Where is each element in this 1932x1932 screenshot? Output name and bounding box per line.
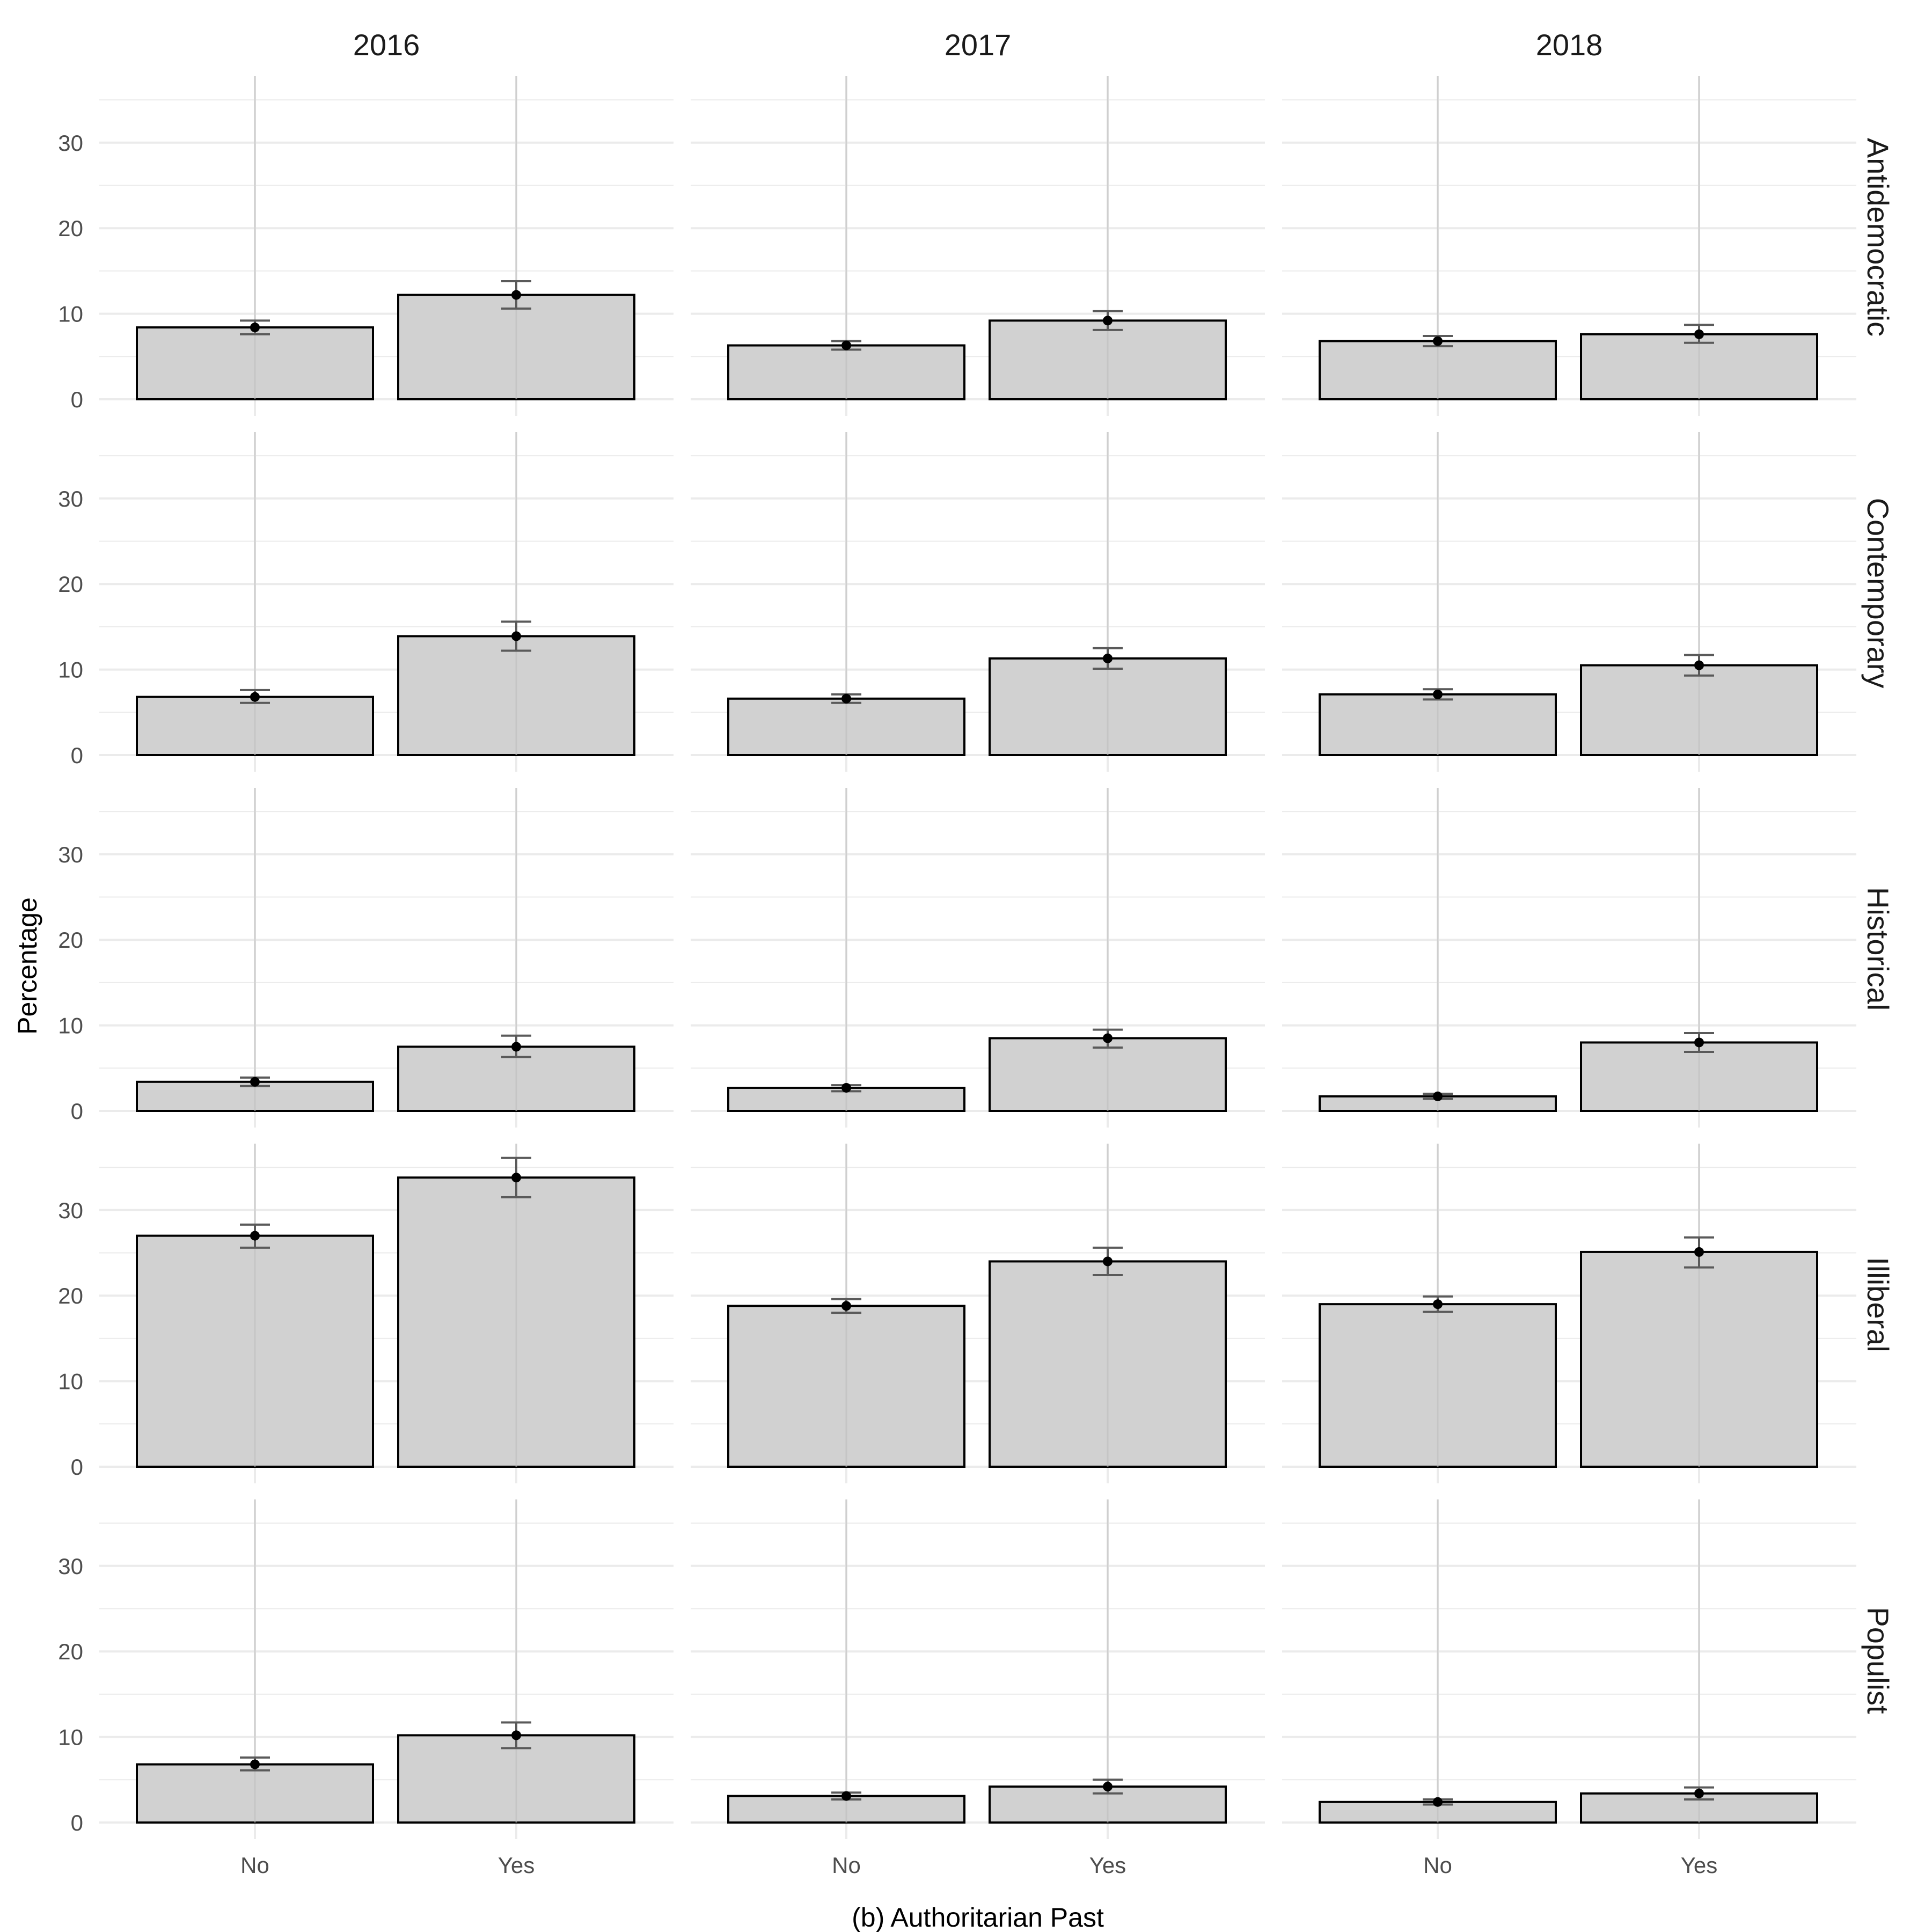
point-estimate: [1103, 316, 1113, 326]
point-estimate: [1433, 689, 1443, 699]
y-tick-label: 0: [71, 1810, 83, 1835]
x-axis-title: (b) Authoritarian Past: [852, 1902, 1104, 1932]
panel-populist-2016: [99, 1499, 674, 1839]
row-strip-label: Historical: [1861, 887, 1895, 1011]
y-tick-label: 20: [58, 1283, 83, 1308]
y-tick-label: 30: [58, 130, 83, 156]
point-estimate: [250, 1231, 260, 1241]
x-tick-label: Yes: [498, 1853, 535, 1878]
y-tick-label: 30: [58, 842, 83, 867]
panels-layer: [99, 76, 1856, 1839]
y-tick-label: 0: [71, 1454, 83, 1480]
point-estimate: [511, 290, 521, 300]
point-estimate: [1103, 1256, 1113, 1267]
point-estimate: [841, 1082, 851, 1093]
point-estimate: [250, 1759, 260, 1769]
y-tick-label: 0: [71, 743, 83, 768]
point-estimate: [250, 323, 260, 333]
y-axis-title: Percentage: [12, 897, 42, 1035]
point-estimate: [841, 1301, 851, 1311]
panel-populist-2018: [1282, 1499, 1856, 1839]
x-tick-label: No: [1423, 1853, 1452, 1878]
y-tick-label: 10: [58, 657, 83, 683]
y-tick-label: 20: [58, 216, 83, 241]
column-strip-label: 2016: [353, 28, 420, 62]
point-estimate: [511, 1173, 521, 1183]
point-estimate: [511, 1730, 521, 1740]
y-tick-label: 20: [58, 927, 83, 953]
y-tick-label: 10: [58, 1369, 83, 1394]
x-tick-label: Yes: [1089, 1853, 1126, 1878]
panel-illiberal-2017: [691, 1144, 1265, 1483]
point-estimate: [1694, 660, 1704, 670]
point-estimate: [1694, 1247, 1704, 1257]
panel-populist-2017: [691, 1499, 1265, 1839]
panel-antidemocratic-2017: [691, 76, 1265, 416]
point-estimate: [1694, 1788, 1704, 1798]
column-strip-label: 2018: [1536, 28, 1603, 62]
labels-layer: (b) Authoritarian Past Percentage 0 10 20 3…: [12, 28, 1895, 1932]
point-estimate: [511, 1042, 521, 1052]
y-tick-label: 30: [58, 1198, 83, 1223]
x-tick-label: Yes: [1681, 1853, 1718, 1878]
point-estimate: [1694, 1037, 1704, 1048]
panel-antidemocratic-2016: [99, 76, 674, 416]
panel-illiberal-2018: [1282, 1144, 1856, 1483]
row-strip-label: Contemporary: [1861, 498, 1895, 689]
x-tick-label: No: [240, 1853, 269, 1878]
point-estimate: [250, 692, 260, 702]
point-estimate: [841, 1791, 851, 1801]
y-tick-label: 20: [58, 1639, 83, 1664]
x-tick-label: No: [832, 1853, 861, 1878]
point-estimate: [1433, 1091, 1443, 1101]
point-estimate: [841, 340, 851, 350]
panel-contemporary-2016: [99, 432, 674, 772]
point-estimate: [1103, 653, 1113, 663]
point-estimate: [250, 1077, 260, 1087]
panel-historical-2017: [691, 788, 1265, 1128]
point-estimate: [511, 631, 521, 641]
panel-antidemocratic-2018: [1282, 76, 1856, 416]
point-estimate: [1433, 336, 1443, 346]
point-estimate: [841, 693, 851, 704]
y-tick-label: 0: [71, 1099, 83, 1124]
panel-historical-2016: [99, 788, 674, 1128]
y-tick-label: 0: [71, 387, 83, 412]
point-estimate: [1694, 329, 1704, 339]
point-estimate: [1103, 1782, 1113, 1792]
y-tick-label: 10: [58, 1013, 83, 1038]
panel-historical-2018: [1282, 788, 1856, 1128]
panel-contemporary-2017: [691, 432, 1265, 772]
row-strip-label: Populist: [1861, 1607, 1895, 1714]
point-estimate: [1433, 1797, 1443, 1807]
panel-contemporary-2018: [1282, 432, 1856, 772]
column-strip-label: 2017: [945, 28, 1012, 62]
point-estimate: [1103, 1033, 1113, 1043]
y-tick-label: 20: [58, 572, 83, 597]
y-tick-label: 10: [58, 1725, 83, 1750]
y-tick-label: 30: [58, 1554, 83, 1579]
row-strip-label: Antidemocratic: [1861, 138, 1895, 336]
y-tick-label: 10: [58, 302, 83, 327]
point-estimate: [1433, 1299, 1443, 1309]
panel-illiberal-2016: [99, 1144, 674, 1483]
y-tick-label: 30: [58, 486, 83, 511]
row-strip-label: Illiberal: [1861, 1257, 1895, 1352]
